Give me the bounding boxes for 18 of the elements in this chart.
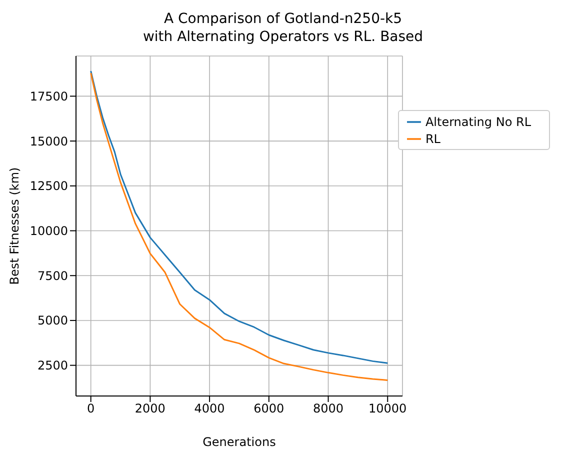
x-tick-label: 2000	[134, 402, 166, 416]
chart-title: A Comparison of Gotland-n250-k5 with Alternating Operators vs RL. Based	[142, 10, 424, 47]
y-tick-label: 15000	[30, 134, 68, 148]
y-tick-label: 2500	[37, 358, 68, 373]
y-tick-label: 7500	[37, 268, 68, 283]
y-tick-label: 5000	[37, 314, 68, 328]
legend-label: Alternating No RL	[425, 115, 531, 129]
x-tick-label: 6000	[254, 402, 284, 416]
y-axis-title: Best Fitnesses (km)	[7, 167, 22, 285]
x-axis-title: Generations	[202, 435, 276, 449]
x-tick-label: 10000	[368, 402, 407, 416]
y-tick-label: 10000	[30, 224, 68, 238]
x-tick-label: 0	[87, 402, 95, 416]
y-tick-label: 12500	[30, 179, 68, 194]
legend-label: RL	[425, 132, 440, 146]
x-tick-label: 8000	[312, 402, 344, 416]
x-tick-label: 4000	[194, 402, 225, 416]
y-tick-label: 17500	[30, 89, 68, 104]
